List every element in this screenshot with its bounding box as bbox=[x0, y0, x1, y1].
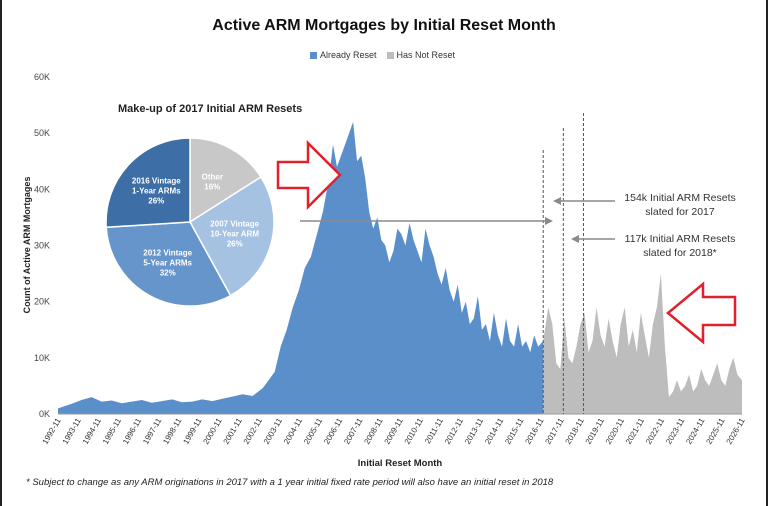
annotation-text-2017: slated for 2017 bbox=[645, 206, 715, 218]
annotation-arrow-2017-head bbox=[545, 217, 553, 225]
chart-title: Active ARM Mortgages by Initial Reset Mo… bbox=[212, 17, 556, 34]
y-tick-label: 40K bbox=[34, 184, 50, 194]
legend-item-already-reset: Already Reset bbox=[310, 50, 377, 60]
annotation-text-2018: 117k Initial ARM Resets bbox=[625, 233, 736, 245]
y-tick-label: 60K bbox=[34, 72, 50, 82]
series-area-already-reset bbox=[58, 121, 544, 415]
pie-slice-label: 2007 Vintage bbox=[210, 220, 259, 229]
pie-slice bbox=[189, 175, 275, 297]
x-tick-label: 2011-11 bbox=[423, 416, 445, 445]
legend-label: Has Not Reset bbox=[396, 50, 456, 60]
legend-swatch-grey bbox=[386, 51, 394, 59]
x-axis-label: Initial Reset Month bbox=[358, 458, 443, 469]
pie-slice-label: 26% bbox=[227, 240, 243, 249]
pie-slice-label: 26% bbox=[148, 196, 164, 205]
y-tick-label: 20K bbox=[34, 297, 50, 307]
pie-slice-label: 2016 Vintage bbox=[132, 176, 181, 185]
pie-slice-label: Other bbox=[202, 173, 223, 182]
legend-swatch-blue bbox=[310, 51, 317, 59]
pie-slice-label: 10-Year ARM bbox=[210, 230, 259, 239]
red-arrow-left bbox=[666, 281, 737, 345]
x-tick-label: 2026-11 bbox=[725, 416, 747, 446]
x-tick-label: 2010-11 bbox=[403, 416, 425, 446]
y-axis-label: Count of Active ARM Mortgages bbox=[22, 177, 32, 314]
annotation-arrow-a-head bbox=[553, 197, 561, 205]
red-arrow-right bbox=[276, 139, 342, 211]
pie-slice-label: 2012 Vintage bbox=[143, 249, 192, 258]
y-tick-label: 0K bbox=[39, 409, 50, 419]
annotation-text-2018: slated for 2018* bbox=[643, 247, 717, 259]
pie-slice-label: 5-Year ARMs bbox=[143, 259, 192, 268]
pie-slice-label: 32% bbox=[160, 269, 176, 278]
y-tick-label: 30K bbox=[34, 241, 50, 251]
footnote: * Subject to change as any ARM originati… bbox=[26, 477, 554, 488]
series-area-has-not-reset bbox=[543, 273, 742, 414]
legend-item-has-not-reset: Has Not Reset bbox=[386, 50, 456, 60]
y-tick-label: 50K bbox=[34, 128, 50, 138]
legend: Already Reset Has Not Reset bbox=[310, 50, 465, 60]
annotation-arrow-b-head bbox=[571, 235, 579, 243]
legend-label: Already Reset bbox=[320, 50, 377, 60]
annotation-text-2017: 154k Initial ARM Resets bbox=[624, 192, 735, 204]
pie-slice bbox=[105, 221, 232, 307]
y-tick-label: 10K bbox=[34, 353, 50, 363]
pie-slice bbox=[189, 137, 262, 224]
pie-slice-label: 1-Year ARMs bbox=[132, 186, 181, 195]
pie-slice-label: 16% bbox=[204, 183, 220, 192]
inset-pie-title: Make-up of 2017 Initial ARM Resets bbox=[118, 103, 303, 115]
pie-slice bbox=[105, 137, 191, 229]
